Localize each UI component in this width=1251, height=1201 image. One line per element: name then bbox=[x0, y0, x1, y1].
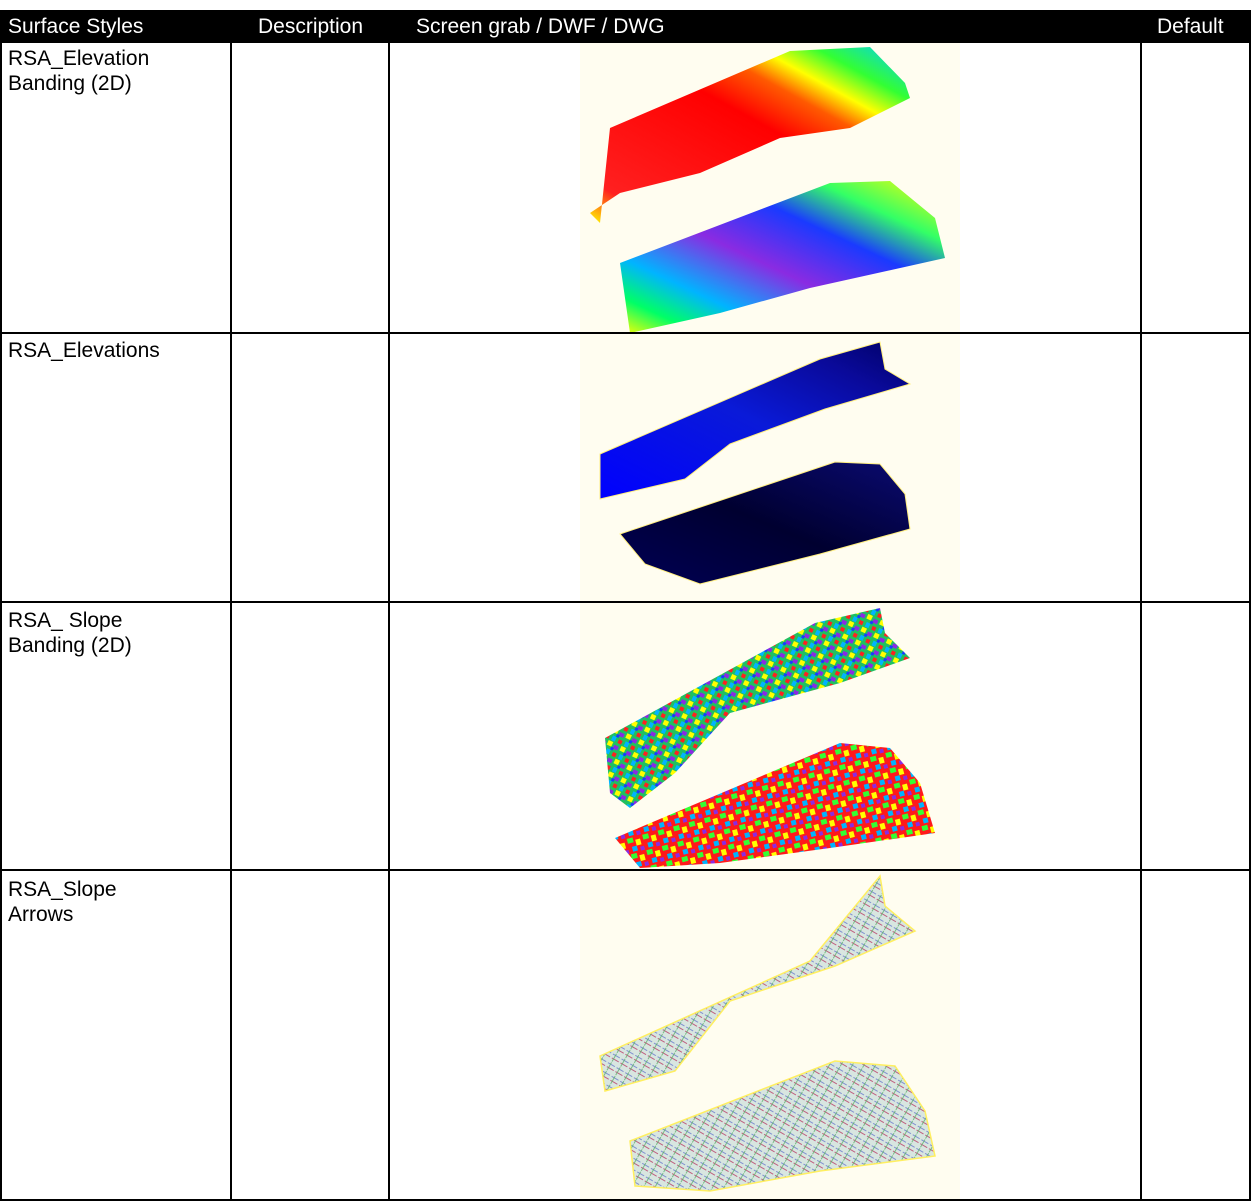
surface-style-name: RSA_Slope Arrows bbox=[8, 878, 117, 926]
header-surface-styles: Surface Styles bbox=[8, 15, 144, 38]
surface-style-name: RSA_Elevations bbox=[8, 339, 160, 362]
grid-line bbox=[230, 43, 232, 1201]
header-default: Default bbox=[1157, 15, 1224, 38]
grid-line bbox=[1249, 43, 1251, 1201]
row-divider bbox=[0, 601, 1251, 603]
elevations-preview bbox=[580, 334, 960, 601]
header-description: Description bbox=[258, 15, 364, 38]
table-header-row bbox=[0, 10, 1251, 43]
grid-line bbox=[388, 43, 390, 1201]
surface-style-name: RSA_ Slope Banding (2D) bbox=[8, 609, 132, 657]
row-divider bbox=[0, 869, 1251, 871]
elevation-banding-preview bbox=[580, 43, 960, 332]
grid-line bbox=[0, 43, 2, 1201]
row-divider bbox=[0, 332, 1251, 334]
grid-line bbox=[1140, 43, 1142, 1201]
slope-arrows-preview bbox=[580, 871, 960, 1199]
row-divider bbox=[0, 1199, 1251, 1201]
surface-style-name: RSA_Elevation Banding (2D) bbox=[8, 47, 150, 95]
slope-banding-preview bbox=[580, 603, 960, 869]
header-screen-grab: Screen grab / DWF / DWG bbox=[416, 15, 665, 38]
